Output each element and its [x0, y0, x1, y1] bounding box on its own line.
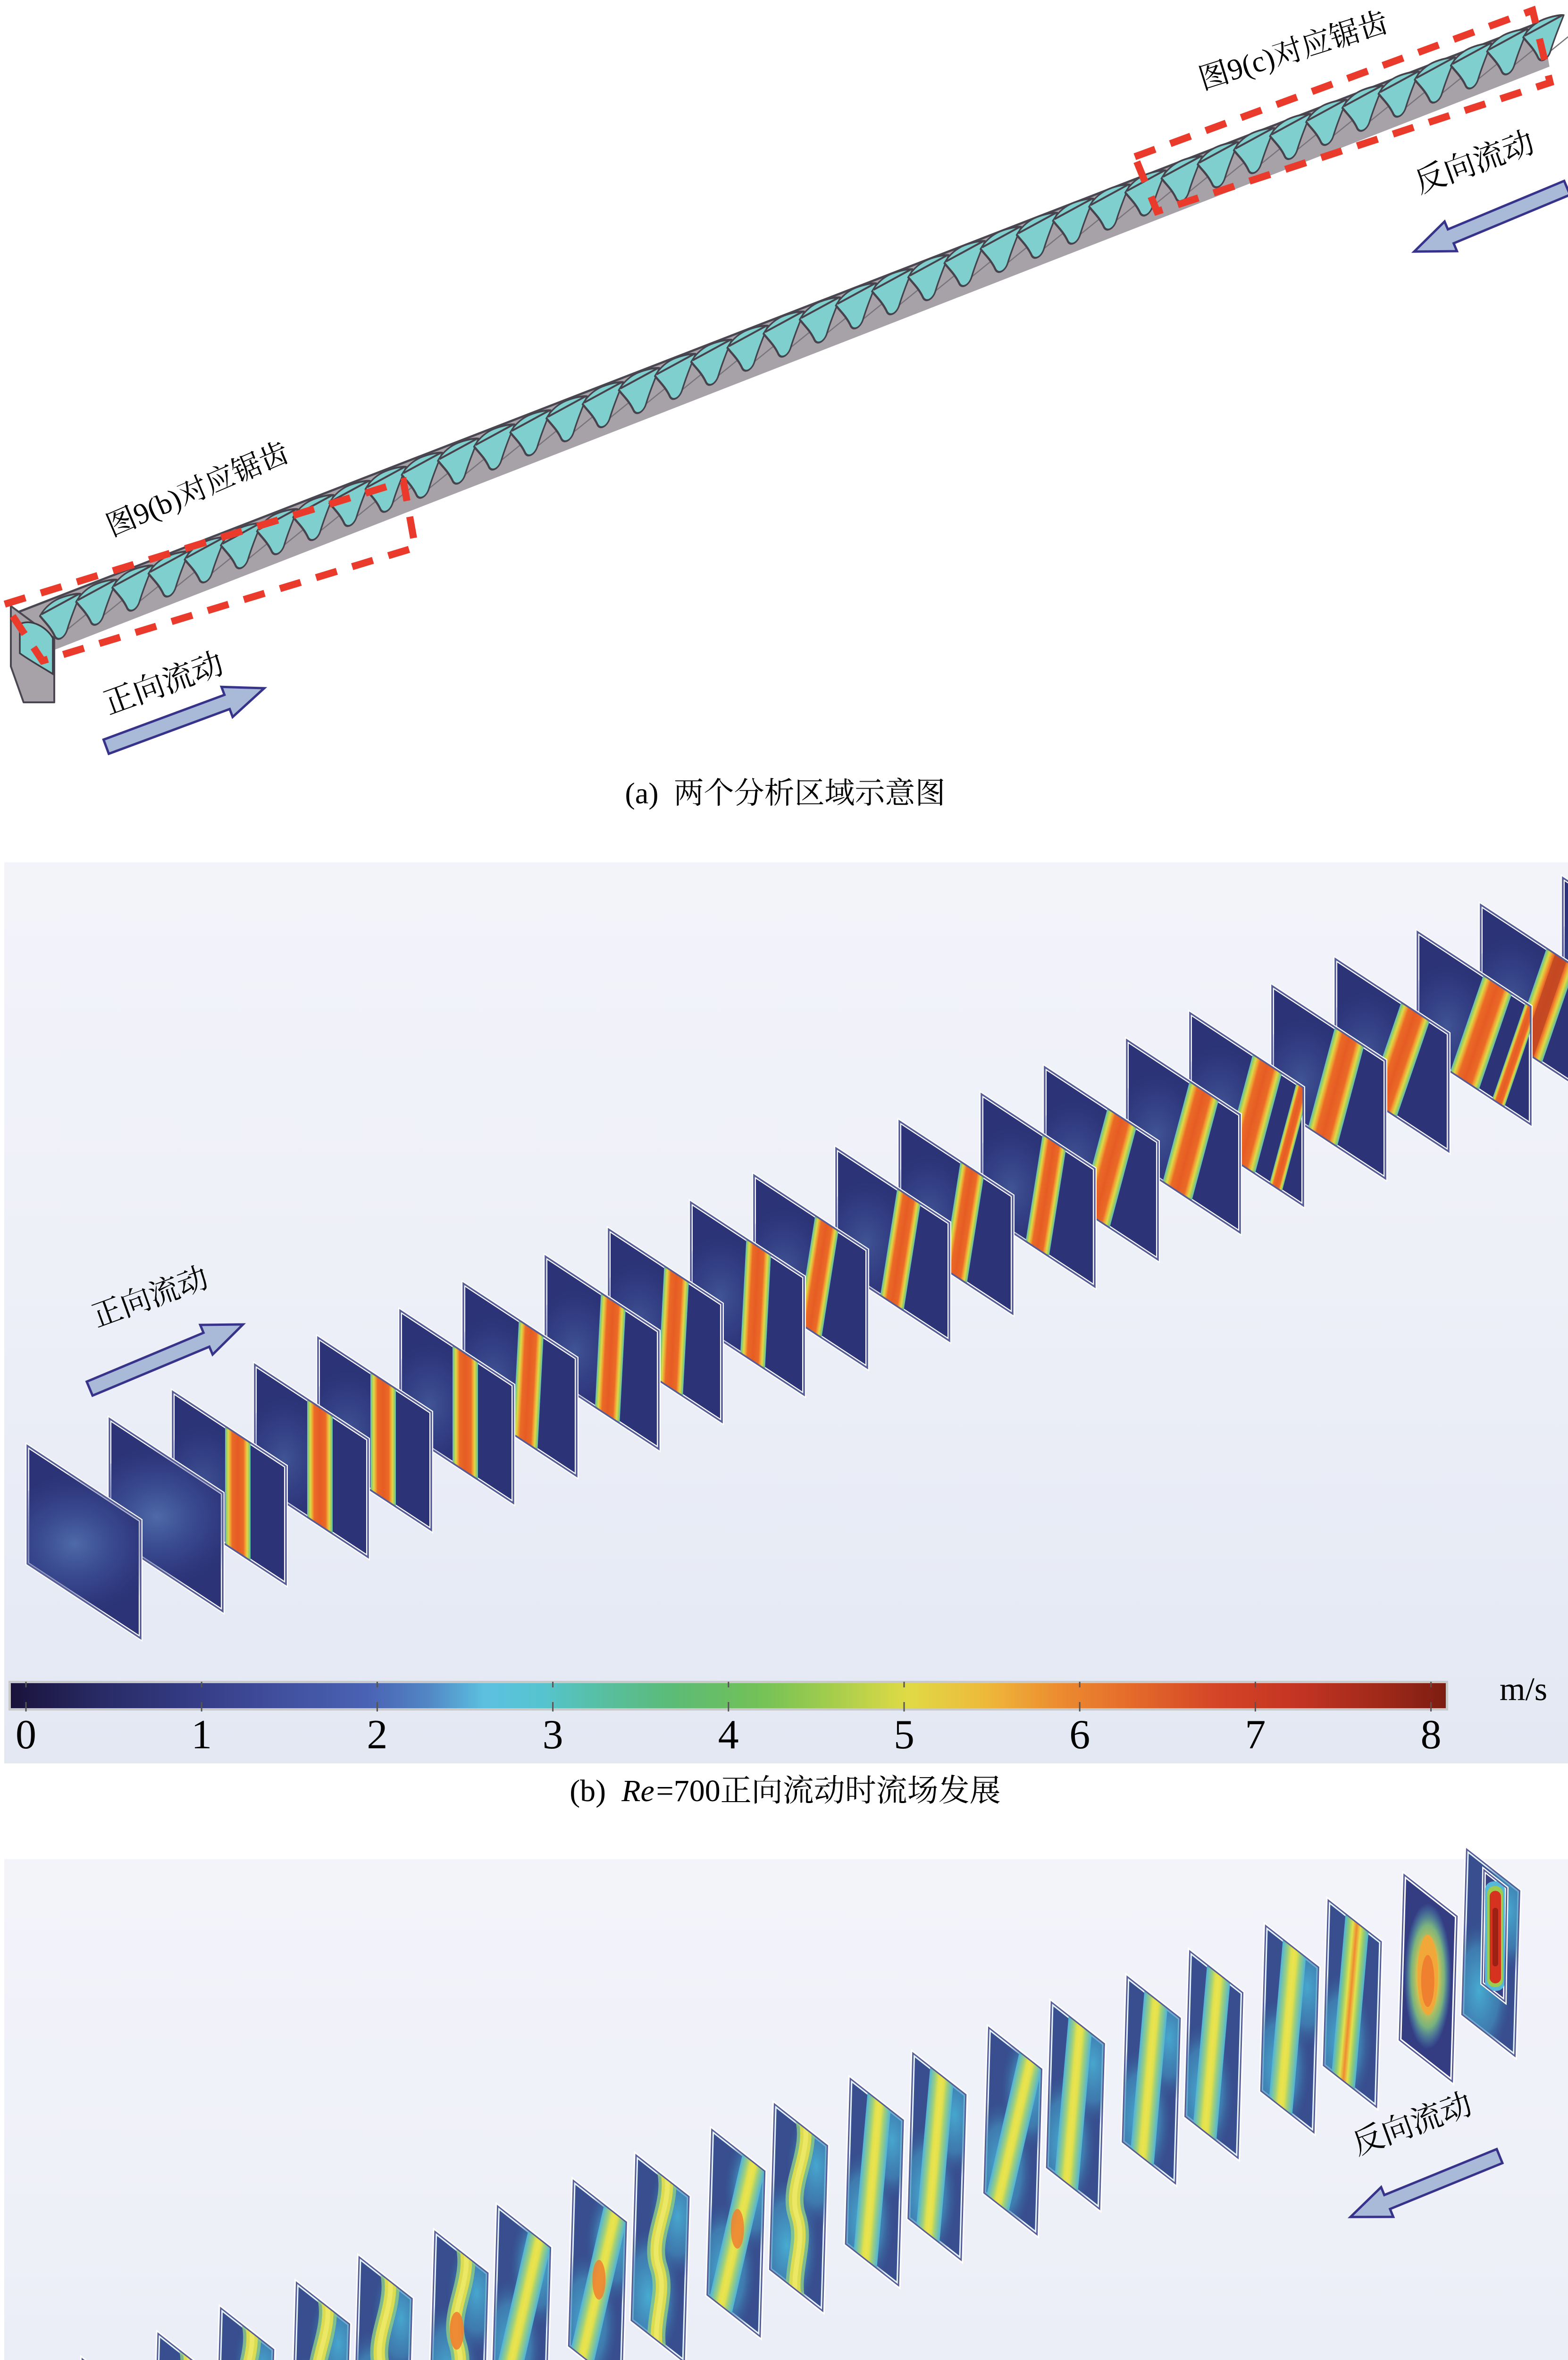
- svg-text:(b): (b): [570, 1774, 606, 1808]
- svg-text:4: 4: [718, 1712, 739, 1758]
- svg-text:(a): (a): [625, 776, 659, 810]
- svg-text:9(b): 9(b): [129, 482, 186, 531]
- svg-text:8: 8: [1421, 1712, 1442, 1758]
- svg-text:=700: =700: [656, 1774, 721, 1808]
- svg-text:0: 0: [16, 1712, 36, 1758]
- svg-text:9(c): 9(c): [1223, 41, 1279, 87]
- svg-text:7: 7: [1245, 1712, 1266, 1758]
- svg-text:Re: Re: [621, 1774, 654, 1808]
- svg-text:2: 2: [367, 1712, 387, 1758]
- svg-text:3: 3: [543, 1712, 563, 1758]
- svg-text:6: 6: [1069, 1712, 1090, 1758]
- svg-text:m/s: m/s: [1500, 1671, 1547, 1708]
- svg-text:1: 1: [191, 1712, 212, 1758]
- svg-text:5: 5: [894, 1712, 914, 1758]
